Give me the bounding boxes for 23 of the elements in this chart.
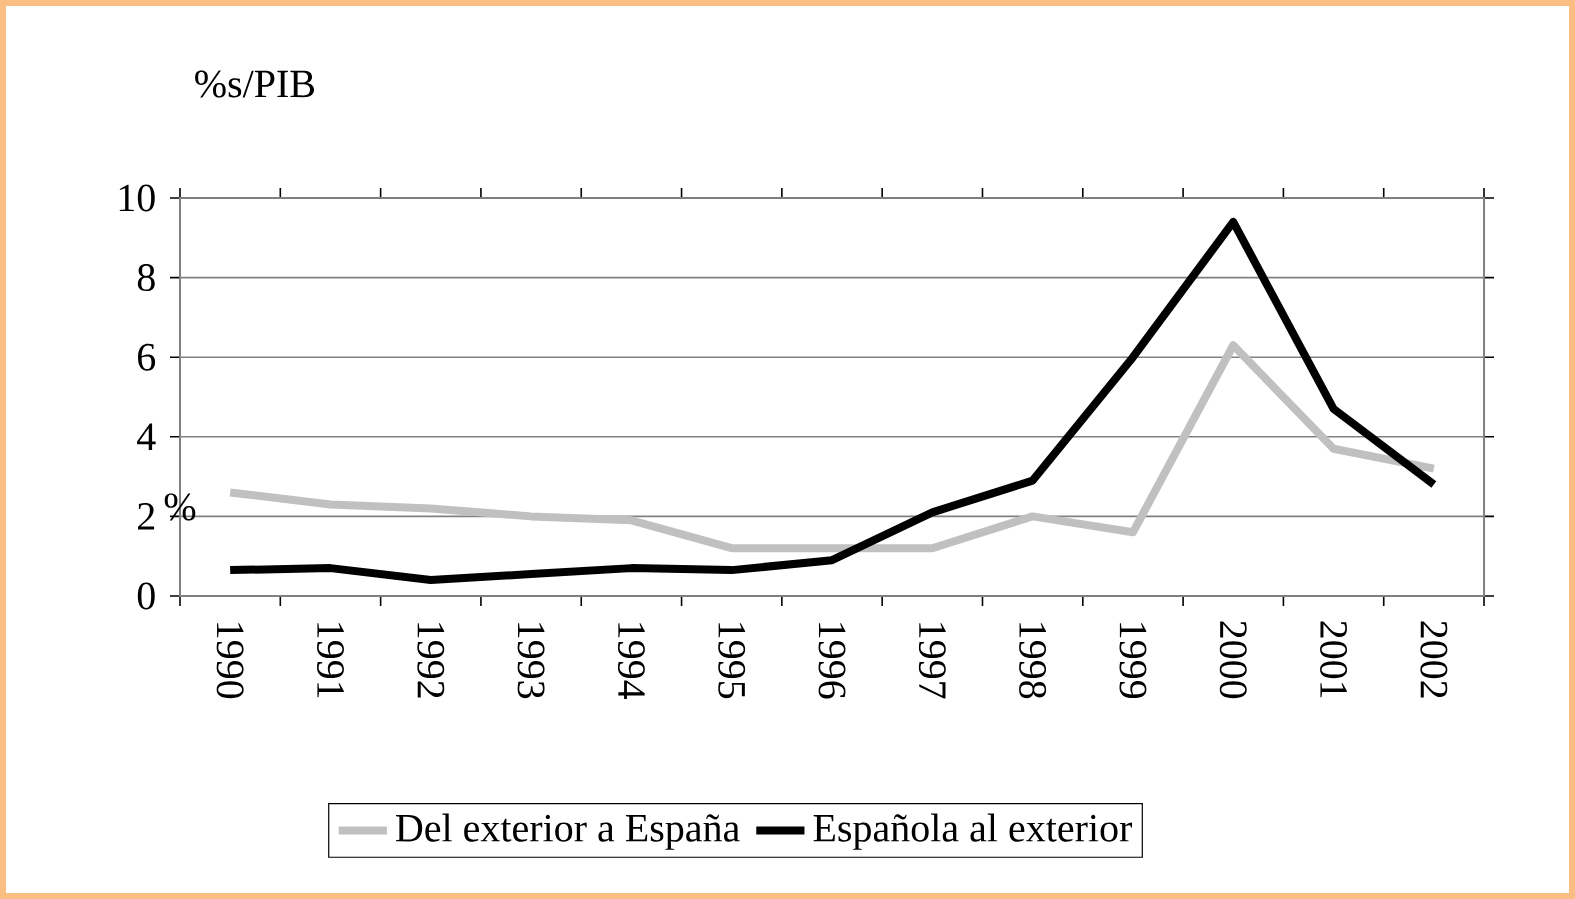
y-tick-label: 0 [137,582,155,610]
legend-label: Del exterior a España [396,813,740,850]
y-tick-label: 2 [138,503,155,530]
x-tick-label: 1999 [1119,623,1147,699]
y-axis-title: % [164,493,196,521]
x-tick-label: 2002 [1420,621,1448,698]
chart-title: %s/PIB [195,70,315,98]
y-tick-label: 10 [119,184,155,212]
x-tick-label: 1997 [918,623,946,699]
x-tick-label: 1994 [617,623,645,700]
x-tick-label: 1990 [216,623,244,699]
x-tick-label: 1996 [818,623,846,699]
x-tick-label: 1998 [1019,623,1047,699]
y-tick-label: 4 [137,423,156,450]
x-tick-label: 1993 [517,623,545,699]
x-tick-label: 1992 [417,623,445,698]
y-tick-label: 6 [138,343,156,371]
x-tick-label: 1991 [317,623,344,698]
legend-label: Española al exterior [813,813,1133,850]
y-tick-label: 8 [137,264,155,292]
x-tick-label: 1995 [718,623,746,699]
x-tick-label: 2001 [1320,621,1348,698]
x-tick-label: 2000 [1219,621,1247,699]
